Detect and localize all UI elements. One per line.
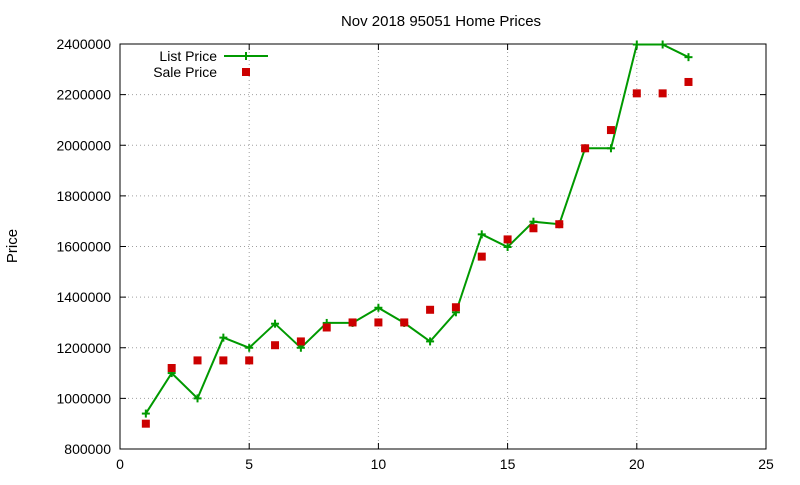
sale-price-point <box>296 337 305 346</box>
list-price-point <box>245 343 254 352</box>
sale-price-point <box>193 356 202 365</box>
x-tick-label: 15 <box>500 456 516 472</box>
series-layer <box>141 40 693 428</box>
axis-layer: 0 5 10 15 20 25 800000 1000000 1200000 1400000 160… <box>56 36 774 472</box>
x-tick-label: 20 <box>629 456 645 472</box>
grid-layer <box>120 44 766 449</box>
list-price-point <box>271 319 280 328</box>
sale-price-point <box>167 364 176 372</box>
sale-price-point <box>451 303 460 312</box>
sale-price-point <box>658 89 667 98</box>
sale-price-point <box>322 323 331 332</box>
x-tick-label: 5 <box>245 456 253 472</box>
sale-price-point <box>426 305 435 314</box>
list-price-point <box>632 40 641 49</box>
y-tick-label: 800000 <box>64 441 111 457</box>
list-price-point <box>658 40 667 49</box>
sale-price-point <box>529 224 538 233</box>
legend-symbol-sale-price <box>242 68 250 76</box>
list-price-point <box>193 394 202 403</box>
sale-price-point <box>632 89 641 98</box>
sale-price-point <box>219 356 228 365</box>
sale-price-point <box>400 318 409 327</box>
x-tick-label: 10 <box>371 456 387 472</box>
sale-price-point <box>245 356 254 365</box>
legend-label-list-price: List Price <box>159 48 217 64</box>
sale-price-point <box>606 126 615 135</box>
sale-price-point <box>581 144 590 153</box>
list-price-point <box>219 333 228 342</box>
y-tick-label: 1000000 <box>56 390 111 406</box>
list-price-point <box>503 243 512 252</box>
list-price-point <box>374 303 383 312</box>
y-tick-label: 1600000 <box>56 239 111 255</box>
list-price-line <box>144 43 689 415</box>
sale-price-point <box>503 235 512 244</box>
list-price-point <box>477 230 486 239</box>
x-tick-label: 0 <box>116 456 124 472</box>
chart-title: Nov 2018 95051 Home Prices <box>341 13 541 30</box>
sale-price-point <box>271 341 280 350</box>
x-tick-label: 25 <box>758 456 774 472</box>
sale-price-point <box>141 419 150 428</box>
legend-label-sale-price: Sale Price <box>153 64 217 80</box>
list-price-point <box>606 144 615 153</box>
y-tick-label: 2000000 <box>56 137 111 153</box>
list-price-point <box>141 409 150 418</box>
list-price-point <box>426 337 435 346</box>
sale-price-point <box>684 77 693 86</box>
sale-price-point <box>477 252 486 261</box>
y-tick-label: 2200000 <box>56 87 111 103</box>
y-tick-label: 2400000 <box>56 36 111 52</box>
y-tick-label: 1400000 <box>56 289 111 305</box>
sale-price-point <box>348 318 357 327</box>
sale-price-point <box>555 220 564 229</box>
y-axis-label: Price <box>4 229 21 263</box>
y-tick-label: 1800000 <box>56 188 111 204</box>
y-tick-label: 1200000 <box>56 340 111 356</box>
sale-price-point <box>374 318 383 327</box>
list-price-point <box>684 53 693 62</box>
